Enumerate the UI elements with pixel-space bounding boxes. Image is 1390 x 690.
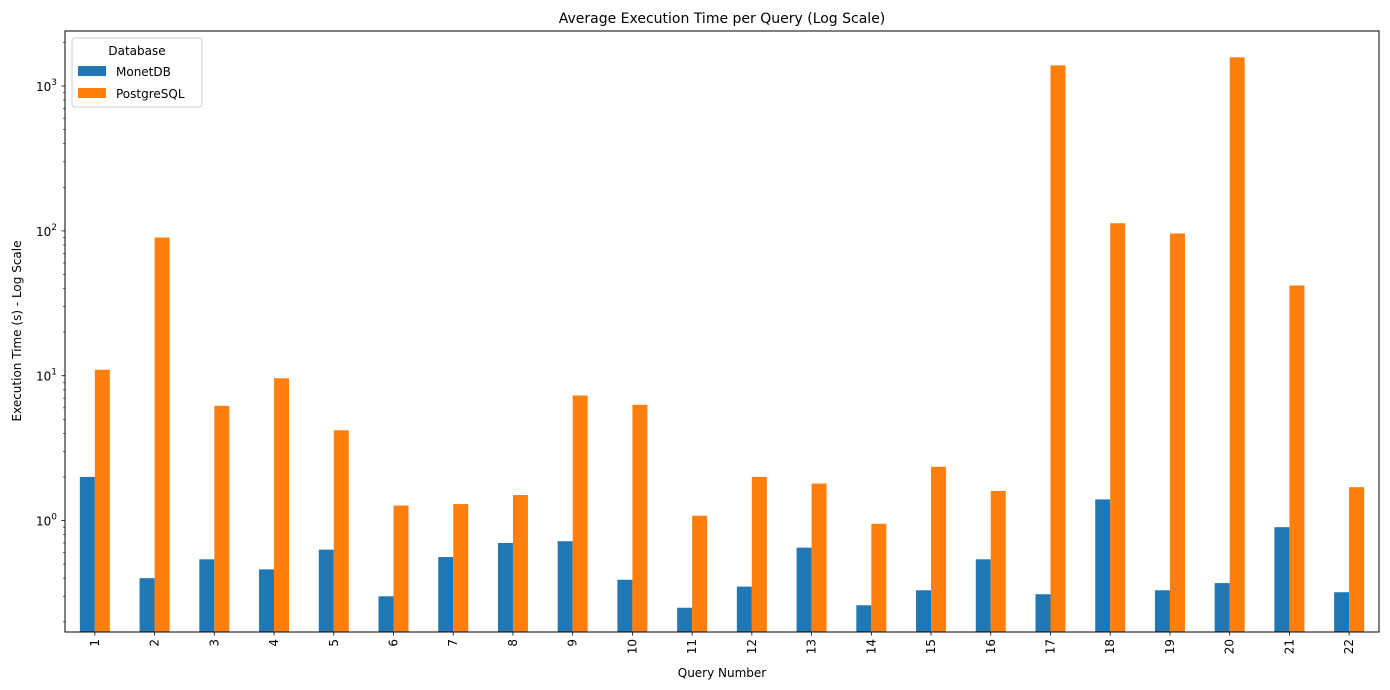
bar-postgresql-q22	[1349, 487, 1365, 632]
x-tick-label: 5	[327, 639, 341, 647]
x-tick-label: 15	[924, 639, 938, 654]
x-tick-label: 11	[685, 639, 699, 654]
bar-monetdb-q22	[1334, 592, 1350, 632]
bar-monetdb-q13	[796, 547, 812, 632]
x-tick-label: 12	[745, 639, 759, 654]
bar-monetdb-q8	[497, 542, 513, 632]
x-tick-label: 16	[984, 639, 998, 654]
bar-postgresql-q13	[811, 483, 827, 632]
bar-postgresql-q20	[1229, 57, 1245, 633]
bar-postgresql-q5	[333, 430, 349, 632]
bar-monetdb-q3	[199, 559, 215, 632]
x-tick-label: 14	[864, 639, 878, 654]
bar-monetdb-q18	[1095, 499, 1111, 632]
bar-monetdb-q15	[916, 590, 932, 632]
bar-monetdb-q5	[318, 549, 334, 632]
bar-monetdb-q4	[259, 569, 275, 632]
bar-postgresql-q2	[154, 237, 170, 632]
chart-title: Average Execution Time per Query (Log Sc…	[559, 11, 886, 27]
bar-postgresql-q1	[94, 369, 110, 632]
legend-swatch-monetdb	[78, 66, 106, 76]
x-tick-label: 8	[506, 639, 520, 647]
y-tick-label: 101	[36, 368, 57, 384]
x-axis-label: Query Number	[678, 666, 767, 680]
x-tick-label: 6	[387, 639, 401, 647]
bar-postgresql-q11	[692, 515, 708, 632]
legend-label-postgresql: PostgreSQL	[116, 87, 185, 101]
bar-postgresql-q9	[572, 395, 588, 632]
bar-postgresql-q7	[453, 504, 469, 632]
bar-monetdb-q17	[1035, 594, 1051, 632]
bar-monetdb-q14	[856, 605, 872, 632]
x-tick-label: 10	[625, 639, 639, 654]
bar-monetdb-q12	[736, 586, 752, 632]
x-tick-label: 13	[805, 639, 819, 654]
bar-monetdb-q6	[378, 596, 394, 632]
bar-postgresql-q17	[1050, 65, 1066, 633]
y-tick-label: 103	[36, 78, 57, 94]
bar-postgresql-q10	[632, 404, 648, 632]
y-tick-label: 100	[36, 513, 57, 529]
bar-postgresql-q21	[1289, 285, 1305, 632]
x-tick-label: 19	[1163, 639, 1177, 654]
y-axis: 100 101 102 103	[36, 42, 65, 623]
bar-postgresql-q8	[512, 495, 528, 632]
x-tick-label: 22	[1342, 639, 1356, 654]
bar-monetdb-q11	[677, 607, 693, 632]
bar-postgresql-q18	[1110, 223, 1126, 632]
legend-title: Database	[108, 44, 165, 58]
bar-postgresql-q4	[274, 378, 290, 632]
x-tick-label: 17	[1044, 639, 1058, 654]
bar-monetdb-q20	[1214, 583, 1230, 632]
x-tick-label: 1	[88, 639, 102, 647]
bar-postgresql-q12	[751, 476, 767, 632]
bar-postgresql-q19	[1169, 233, 1185, 632]
bar-postgresql-q3	[214, 405, 230, 632]
x-tick-label: 4	[267, 639, 281, 647]
legend-swatch-postgresql	[78, 88, 106, 98]
bar-monetdb-q21	[1274, 527, 1290, 632]
y-tick-label: 102	[36, 223, 57, 239]
plot-frame	[64, 30, 1380, 633]
bar-monetdb-q9	[557, 541, 573, 632]
legend: Database MonetDB PostgreSQL	[71, 37, 203, 108]
bar-monetdb-q2	[139, 578, 155, 632]
bar-postgresql-q6	[393, 505, 409, 632]
x-tick-label: 20	[1223, 639, 1237, 654]
x-tick-label: 3	[207, 639, 221, 647]
bar-postgresql-q15	[931, 466, 947, 632]
x-tick-label: 21	[1282, 639, 1296, 654]
legend-label-monetdb: MonetDB	[116, 65, 171, 79]
bar-monetdb-q10	[617, 579, 633, 632]
x-tick-label: 7	[446, 639, 460, 647]
y-axis-label: Execution Time (s) - Log Scale	[10, 241, 24, 422]
bar-monetdb-q1	[79, 476, 95, 632]
x-tick-label: 9	[566, 639, 580, 647]
x-axis: 1 2 3 4 5 6 7 8 9 10 11 12 13 14 15 16 17 18 19 20 21 22	[88, 632, 1356, 654]
bars-layer	[79, 57, 1365, 633]
x-tick-label: 2	[148, 639, 162, 647]
bar-monetdb-q16	[975, 559, 991, 632]
bar-postgresql-q14	[871, 523, 887, 632]
x-tick-label: 18	[1103, 639, 1117, 654]
bar-monetdb-q7	[438, 557, 454, 632]
bar-postgresql-q16	[990, 490, 1006, 632]
bar-monetdb-q19	[1154, 590, 1170, 632]
